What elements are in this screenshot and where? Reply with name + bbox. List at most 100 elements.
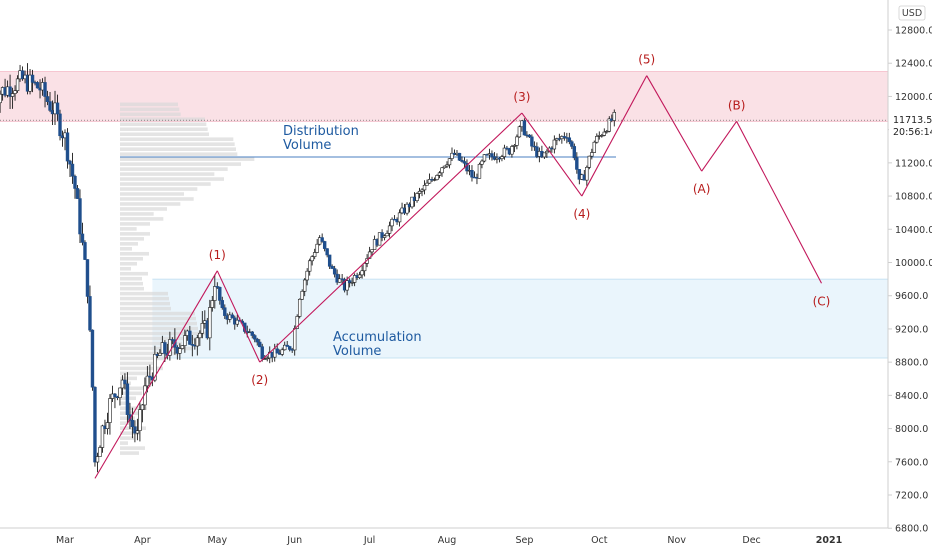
volume-profile-bar	[120, 157, 255, 161]
candle-body	[58, 113, 62, 137]
candle-body	[68, 160, 72, 165]
candle-body	[213, 286, 217, 301]
wave-segment	[521, 112, 583, 197]
candle-body	[260, 346, 264, 360]
candle-body	[335, 273, 339, 283]
last-price-tag	[889, 113, 932, 138]
candle-body	[297, 298, 302, 317]
candle-body	[420, 189, 424, 192]
candle-body	[288, 346, 292, 350]
x-tick-label: May	[207, 535, 227, 546]
volume-profile-bar	[120, 306, 171, 311]
volume-profile-bar	[120, 147, 236, 151]
volume-profile-bar	[120, 341, 182, 346]
candle-body	[552, 139, 557, 150]
candle-body	[612, 112, 616, 121]
candle-body	[587, 155, 592, 168]
candle-body	[417, 190, 422, 194]
candle-body	[65, 132, 70, 162]
candle-body	[215, 286, 220, 288]
candle-body	[138, 409, 142, 431]
candle-body	[432, 179, 437, 181]
candle-body	[567, 137, 572, 142]
candle-body	[592, 141, 597, 153]
candle-body	[500, 156, 504, 159]
candle-body	[93, 386, 97, 463]
candle-body	[502, 147, 507, 157]
volume-profile-bar	[120, 366, 163, 371]
volume-profile-bar	[120, 336, 195, 341]
candle-body	[522, 120, 527, 136]
candle-body	[285, 344, 289, 347]
candle-body	[390, 218, 394, 227]
wave-label: (4)	[573, 207, 590, 221]
candle-body	[607, 118, 611, 132]
volume-profile-bar	[120, 202, 181, 206]
candle-body	[370, 249, 374, 253]
volume-profile-bar	[120, 281, 143, 286]
candle-body	[562, 136, 567, 138]
candle-body	[590, 152, 594, 157]
volume-profile-bar	[120, 207, 167, 211]
candle-body	[482, 154, 487, 162]
accumulation-zone	[152, 279, 888, 358]
candle-body	[595, 136, 599, 143]
candle-body	[13, 90, 17, 94]
candle-body	[327, 254, 332, 267]
candle-body	[322, 241, 327, 249]
candle-body	[570, 141, 574, 147]
candle-body	[572, 146, 577, 159]
wave-label: (5)	[638, 53, 655, 67]
candle-body	[387, 225, 392, 234]
volume-profile-bar	[120, 172, 215, 176]
volume-profile-bar	[120, 286, 144, 291]
candle-body	[200, 323, 205, 334]
y-tick-label: 10400.0	[895, 225, 932, 236]
candle-body	[230, 314, 234, 319]
accumulation-label-line: Volume	[333, 344, 381, 359]
candle-body	[382, 235, 387, 238]
candle-body	[425, 182, 429, 186]
y-tick-label: 12800.0	[895, 26, 932, 37]
candle-body	[178, 348, 182, 354]
candle-body	[15, 78, 20, 91]
volume-profile-bar	[120, 391, 142, 396]
wave-segment	[94, 270, 218, 479]
y-tick-label: 7200.0	[895, 491, 928, 502]
candle-body	[280, 349, 284, 355]
candle-body	[510, 146, 514, 155]
wave-segment	[646, 75, 703, 172]
candle-body	[377, 232, 382, 246]
candle-body	[283, 344, 287, 351]
volume-profile-bar	[120, 326, 198, 331]
candle-body	[118, 387, 122, 399]
y-tick-label: 10000.0	[895, 258, 932, 269]
x-tick-label: Apr	[134, 535, 151, 546]
candle-body	[362, 263, 367, 272]
candle-body	[477, 163, 482, 179]
volume-profile-bar	[120, 152, 238, 156]
volume-profile-bar	[120, 242, 138, 246]
volume-profile-bar	[120, 227, 137, 231]
candle-body	[85, 259, 90, 297]
currency-label: USD	[902, 8, 922, 19]
candle-body	[8, 86, 12, 97]
candle-body	[600, 135, 604, 137]
candle-body	[30, 74, 35, 83]
x-tick-label: Jun	[286, 535, 302, 546]
candle-body	[295, 316, 299, 329]
x-tick-label: Sep	[515, 535, 533, 546]
candle-body	[445, 164, 449, 167]
candle-body	[223, 307, 227, 316]
candle-body	[440, 167, 444, 174]
candle-body	[148, 375, 152, 378]
volume-profile-bar	[120, 431, 140, 435]
y-tick-label: 9200.0	[895, 324, 928, 335]
accumulation-label-line: Accumulation	[333, 330, 422, 345]
candle-body	[100, 425, 105, 448]
candle-body	[512, 145, 517, 147]
candle-body	[95, 456, 100, 463]
candle-body	[347, 280, 352, 284]
